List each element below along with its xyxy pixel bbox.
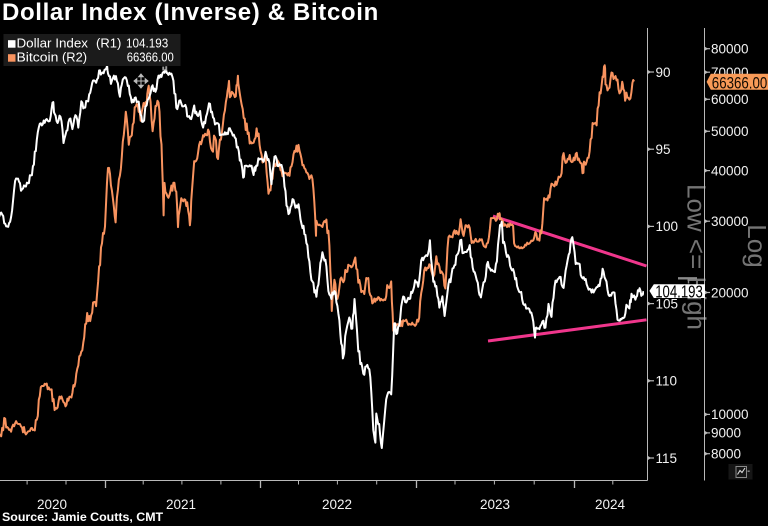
svg-text:8000: 8000 xyxy=(711,447,741,462)
svg-text:Low <= High: Low <= High xyxy=(682,184,712,330)
svg-text:Dollar Index: Dollar Index xyxy=(17,36,89,51)
svg-text:20000: 20000 xyxy=(711,285,749,300)
svg-text:Log: Log xyxy=(742,224,768,267)
svg-text:104.193: 104.193 xyxy=(655,281,703,301)
svg-text:105: 105 xyxy=(656,296,679,311)
svg-text:100: 100 xyxy=(656,219,679,234)
svg-text:(R2): (R2) xyxy=(62,50,87,65)
svg-text:10000: 10000 xyxy=(711,407,749,422)
svg-text:2022: 2022 xyxy=(322,497,352,512)
svg-text:115: 115 xyxy=(656,451,678,466)
svg-text:2021: 2021 xyxy=(166,497,196,512)
svg-text:40000: 40000 xyxy=(711,163,749,178)
svg-text:30000: 30000 xyxy=(711,214,749,229)
svg-text:2024: 2024 xyxy=(595,497,626,512)
svg-text:66366.00: 66366.00 xyxy=(127,50,174,65)
svg-text:66366.00: 66366.00 xyxy=(712,74,768,92)
svg-text:2020: 2020 xyxy=(37,497,67,512)
svg-text:90: 90 xyxy=(656,65,671,80)
svg-text:110: 110 xyxy=(656,374,678,389)
svg-text:Bitcoin: Bitcoin xyxy=(17,50,59,65)
svg-text:9000: 9000 xyxy=(711,426,741,441)
svg-text:104.193: 104.193 xyxy=(126,36,168,51)
svg-text:80000: 80000 xyxy=(711,42,749,57)
svg-text:60000: 60000 xyxy=(711,92,749,107)
svg-text:(R1): (R1) xyxy=(96,36,121,51)
svg-text:50000: 50000 xyxy=(711,124,749,139)
svg-text:95: 95 xyxy=(656,142,671,157)
svg-text:2023: 2023 xyxy=(480,497,510,512)
